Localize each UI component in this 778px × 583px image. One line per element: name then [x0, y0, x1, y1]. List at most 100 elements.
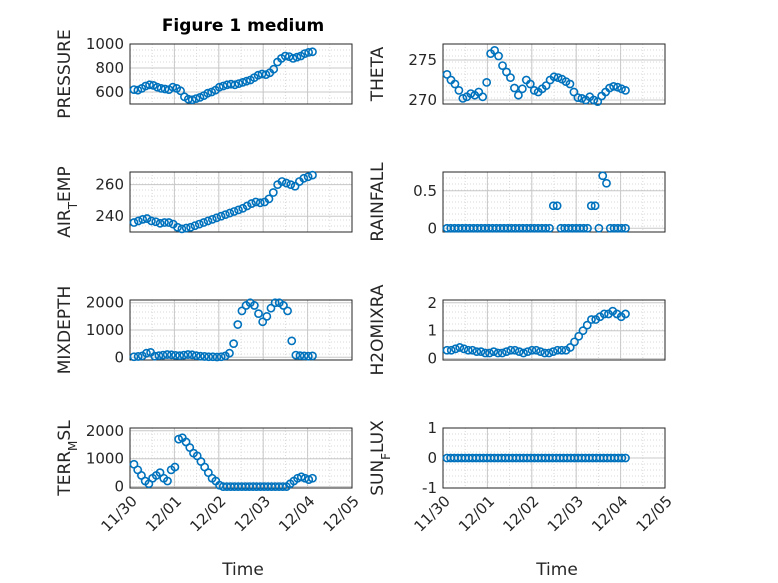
data-point [493, 348, 503, 358]
y-axis-label: THETA [368, 46, 388, 102]
data-point [553, 345, 562, 355]
data-point [249, 301, 259, 310]
data-point [270, 298, 280, 308]
data-point [308, 473, 317, 483]
data-point [621, 309, 630, 319]
data-point [506, 345, 516, 355]
data-point [541, 223, 551, 233]
data-point [255, 198, 265, 208]
data-point [129, 352, 139, 362]
data-point [207, 214, 217, 224]
data-point [502, 67, 511, 77]
x-tick-label: 12/01 [142, 492, 185, 535]
data-point [155, 218, 165, 228]
data-point [552, 201, 562, 211]
data-point [490, 46, 499, 55]
data-point [583, 223, 592, 233]
data-point [283, 306, 292, 316]
data-point [229, 339, 239, 349]
y-tick-label: 0 [427, 449, 437, 467]
data-point [133, 352, 143, 361]
data-point [229, 207, 239, 216]
data-point [617, 84, 626, 94]
y-tick-label: 275 [408, 51, 437, 69]
data-point [290, 181, 300, 191]
y-axis-label: RAINFALL [368, 162, 388, 242]
data-point [442, 70, 452, 79]
y-tick-label: 1000 [86, 450, 124, 468]
data-point [291, 350, 301, 360]
data-point [199, 218, 209, 227]
x-tick-label: 12/02 [186, 492, 229, 535]
data-point [277, 177, 287, 186]
figure-title: Figure 1 medium [162, 16, 324, 36]
data-point [617, 223, 627, 233]
panel-sun-flux: -1 0 1 SUNFLUX 11/30 12/01 12/02 12/03 12/04 12/0… [368, 419, 676, 535]
data-point [494, 51, 503, 61]
data-point [170, 462, 180, 472]
data-point [513, 90, 523, 100]
data-point [308, 351, 317, 361]
data-point [553, 73, 563, 82]
data-point [164, 218, 174, 227]
data-point [458, 94, 468, 103]
data-point [266, 303, 276, 313]
data-point [480, 348, 490, 358]
data-point [476, 347, 486, 357]
data-point [450, 79, 460, 89]
data-point [179, 350, 189, 360]
x-tick-label: 11/30 [411, 492, 454, 535]
axes-box [442, 299, 666, 361]
x-tick-label: 12/04 [275, 492, 318, 535]
data-point [529, 86, 539, 95]
data-point [238, 203, 248, 213]
data-point [613, 82, 622, 92]
y-tick-label: 2 [427, 294, 437, 312]
x-axis-label-right: Time [535, 560, 578, 580]
data-point [482, 78, 492, 87]
data-point [308, 170, 317, 180]
y-tick-label: 0 [427, 219, 437, 237]
data-point [278, 482, 288, 492]
y-axis-label: TERRMSL [55, 420, 80, 497]
y-tick-label: 0 [114, 478, 124, 496]
y-tick-label: 0 [427, 350, 437, 368]
data-point [262, 311, 272, 321]
y-tick-label: 0.5 [413, 182, 437, 200]
data-point [168, 82, 178, 92]
data-point [459, 344, 469, 354]
data-point [138, 214, 148, 224]
data-point [569, 87, 579, 97]
data-point [442, 345, 452, 355]
data-point [151, 217, 161, 227]
data-point [548, 201, 558, 211]
x-tick-label: 12/03 [544, 492, 587, 535]
data-point [300, 49, 310, 58]
data-point [264, 194, 274, 204]
data-point [177, 224, 187, 234]
data-point [621, 86, 630, 95]
data-point [288, 54, 298, 63]
y-axis-label: AIRTEMP [55, 166, 80, 237]
data-point [531, 345, 541, 355]
data-point [463, 345, 473, 355]
data-point [590, 201, 600, 211]
data-point [214, 82, 224, 92]
axes-box [129, 43, 353, 105]
data-point [286, 180, 296, 190]
data-point [150, 351, 160, 361]
data-point [216, 352, 226, 362]
data-point [242, 76, 251, 86]
data-point [183, 350, 193, 359]
data-point [544, 348, 554, 358]
y-tick-label: 1000 [86, 321, 124, 339]
data-point [225, 348, 234, 358]
data-point [605, 83, 615, 93]
data-point [187, 95, 197, 105]
data-point [129, 218, 139, 227]
data-point [598, 171, 608, 181]
data-point [171, 350, 180, 360]
data-point [160, 218, 169, 227]
data-point [303, 351, 313, 361]
